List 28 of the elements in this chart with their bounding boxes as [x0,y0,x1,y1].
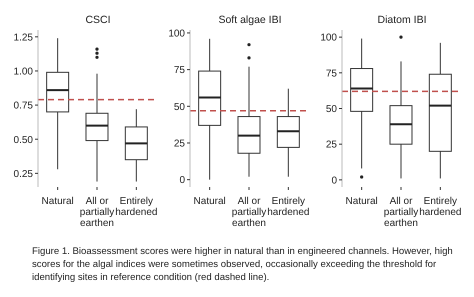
y-tick-label: 25 [326,140,338,151]
y-tick-label: 100 [168,28,186,40]
x-tick-label: All or partially earthen [384,196,418,229]
x-tick-label: Entirely hardened [419,196,462,218]
y-tick-label: 0.75 [14,100,34,112]
y-tick-label: 0.50 [14,134,34,146]
caption: Figure 1. Bioassessment scores were higher in natural than in engineered channels. However, high scores for the algal indices were sometimes observed, occasionally exceeding the threshold for identifying sites in reference condition (red dashed line). [31,245,454,284]
x-tick-label: All or partially earthen [80,196,114,229]
y-tick-label: 25 [174,138,186,150]
y-tick-label: 100 [320,32,338,44]
y-tick-label: 0.25 [14,168,34,180]
y-tick-label: 1.25 [14,32,34,44]
y-tick-label: 75 [326,68,338,80]
chart-title: Diatom IBI [376,14,428,26]
x-tick-label: Natural [42,196,74,207]
y-tick-label: 75 [174,65,186,76]
y-tick-label: 0 [179,175,186,186]
y-tick-label: 50 [326,104,338,116]
chart-title: CSCI [84,14,112,26]
x-tick-label: Natural [346,196,378,207]
chart-title: Soft algae IBI [217,14,283,26]
y-tick-label: 50 [174,102,186,113]
x-tick-label: All or partially earthen [232,196,266,229]
x-tick-label: Entirely hardened [115,196,158,218]
y-tick-label: 0 [331,175,338,186]
y-tick-label: 1.00 [14,66,34,78]
x-tick-label: Entirely hardened [267,196,310,218]
x-tick-label: Natural [194,196,226,207]
